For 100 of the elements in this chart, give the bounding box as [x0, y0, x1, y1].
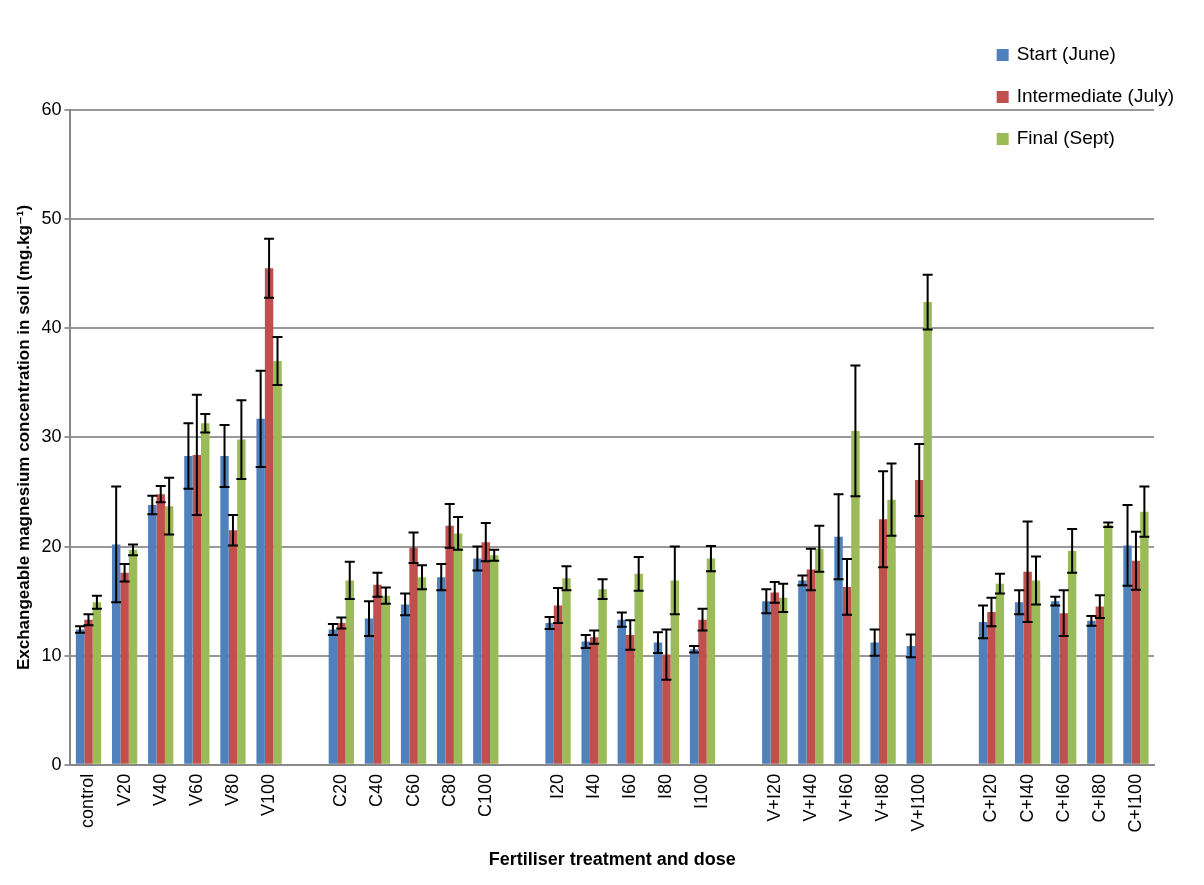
- bar: [337, 622, 346, 764]
- bar: [706, 558, 716, 764]
- y-tick-label: 0: [51, 753, 62, 774]
- y-tick-label: 60: [41, 98, 62, 119]
- y-tick-label: 50: [41, 208, 62, 229]
- bar: [778, 597, 788, 764]
- bar: [545, 622, 554, 764]
- bar: [264, 268, 274, 764]
- x-tick-label: V80: [221, 773, 242, 806]
- bar: [670, 580, 680, 764]
- bar: [256, 418, 265, 764]
- bar: [553, 605, 563, 764]
- x-tick-label: C80: [438, 773, 459, 807]
- x-tick-label: C+I60: [1052, 773, 1073, 823]
- bar: [815, 548, 824, 764]
- x-tick-label: C60: [402, 773, 423, 807]
- bar: [92, 602, 102, 764]
- bar: [878, 519, 888, 764]
- x-tick-label: I60: [619, 773, 640, 799]
- x-tick-label: I40: [583, 773, 604, 799]
- bar: [1067, 550, 1077, 764]
- bar: [237, 439, 246, 764]
- bar: [1104, 524, 1113, 764]
- y-tick-label: 10: [41, 644, 62, 665]
- bar: [192, 454, 202, 764]
- bar: [798, 580, 807, 764]
- bar: [1031, 580, 1041, 764]
- bar: [1131, 560, 1141, 764]
- bar: [978, 621, 988, 764]
- bar: [598, 589, 607, 764]
- x-tick-label: C+I20: [980, 773, 1001, 823]
- x-tick-label: V+I40: [799, 773, 820, 822]
- bar: [445, 525, 454, 764]
- x-tick-label: C20: [330, 773, 351, 807]
- x-tick-label: control: [77, 773, 98, 828]
- x-tick-label: V100: [258, 773, 279, 816]
- y-tick-label: 40: [41, 317, 62, 338]
- bar: [762, 601, 771, 764]
- bar: [1140, 511, 1149, 764]
- bar: [164, 506, 174, 764]
- bar: [148, 505, 157, 764]
- x-tick-label: V+I20: [763, 773, 784, 822]
- bar: [653, 642, 663, 764]
- bar: [373, 584, 382, 764]
- bar: [220, 455, 229, 764]
- bar: [906, 645, 916, 764]
- bar: [851, 430, 860, 764]
- x-tick-label: C40: [366, 773, 387, 807]
- x-tick-label: V40: [149, 773, 170, 806]
- legend-label: Final (Sept): [1016, 127, 1115, 149]
- bar: [120, 572, 129, 764]
- x-tick-label: V20: [113, 773, 134, 806]
- bar: [1014, 602, 1024, 764]
- y-axis-title: Exchangeable magnesium concentration in soil (mg.kg⁻¹): [13, 204, 33, 671]
- bar: [634, 573, 643, 764]
- bar: [228, 530, 238, 764]
- bar: [662, 654, 671, 764]
- bar: [581, 641, 590, 764]
- bar: [345, 580, 354, 764]
- bar: [995, 583, 1005, 764]
- bar: [75, 629, 85, 764]
- bar: [201, 423, 210, 764]
- bar: [923, 302, 932, 764]
- bar: [589, 637, 599, 764]
- bar: [987, 612, 996, 764]
- bar: [626, 634, 635, 764]
- bar: [1095, 606, 1105, 764]
- bar: [328, 629, 338, 764]
- bar: [409, 547, 418, 764]
- bar: [698, 619, 707, 764]
- bar: [834, 536, 843, 764]
- bar: [417, 577, 427, 764]
- bar: [562, 578, 571, 764]
- x-tick-label: I20: [547, 773, 567, 799]
- x-tick-label: V+I100: [908, 773, 929, 832]
- bar: [156, 494, 165, 764]
- bar: [842, 586, 852, 764]
- bar: [1087, 620, 1096, 764]
- bar: [870, 642, 879, 764]
- bar: [453, 533, 463, 764]
- bar: [770, 592, 779, 764]
- x-axis-title: Fertiliser treatment and dose: [488, 849, 736, 870]
- x-tick-label: C100: [474, 773, 495, 817]
- bar: [400, 604, 410, 764]
- x-tick-label: I100: [691, 773, 712, 809]
- y-tick-label: 20: [41, 535, 62, 556]
- x-tick-label: V+I80: [872, 773, 893, 822]
- legend-label: Start (June): [1016, 43, 1116, 65]
- bar: [887, 499, 896, 764]
- bar: [184, 455, 193, 764]
- bar: [1123, 545, 1132, 764]
- x-tick-label: V60: [185, 773, 206, 806]
- bar: [689, 649, 699, 764]
- bar: [1023, 571, 1032, 764]
- bar: [381, 595, 391, 764]
- x-tick-label: V+I60: [835, 773, 856, 822]
- bar: [481, 542, 491, 764]
- x-tick-label: C+I100: [1124, 773, 1145, 833]
- y-tick-label: 30: [41, 426, 62, 447]
- bar: [473, 558, 482, 764]
